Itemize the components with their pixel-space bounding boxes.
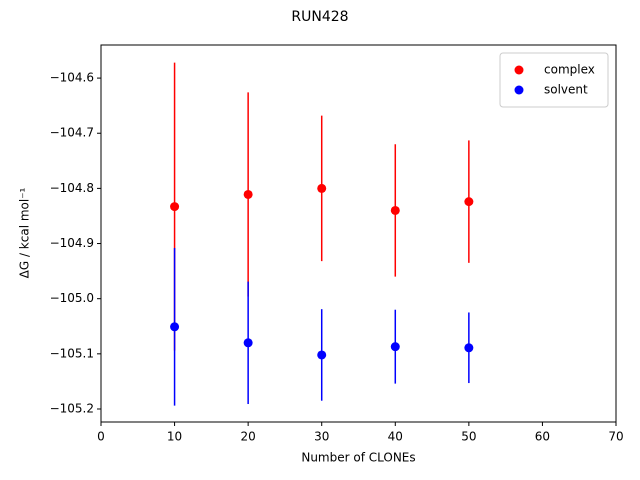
point — [317, 183, 327, 193]
point — [464, 343, 474, 353]
y-tick-label: −105.0 — [50, 291, 94, 305]
y-tick-label: −104.8 — [50, 181, 94, 195]
x-tick-label: 50 — [461, 430, 476, 444]
y-tick-label: −105.2 — [50, 401, 94, 415]
point — [317, 350, 327, 360]
point — [170, 202, 180, 212]
point — [464, 197, 474, 207]
chart-title: RUN428 — [291, 9, 348, 25]
legend-box — [499, 52, 609, 108]
x-tick-label: 10 — [167, 430, 182, 444]
x-tick-label: 30 — [314, 430, 329, 444]
plot-frame — [100, 44, 617, 423]
legend-label: complex — [544, 63, 595, 77]
point — [170, 322, 180, 332]
x-axis-label: Number of CLONEs — [301, 451, 415, 465]
y-tick-label: −104.9 — [50, 236, 94, 250]
x-tick-label: 60 — [535, 430, 550, 444]
legend-label: solvent — [544, 83, 588, 97]
point — [390, 205, 400, 215]
point — [390, 342, 400, 352]
y-tick-label: −105.1 — [50, 346, 94, 360]
x-tick-label: 20 — [241, 430, 256, 444]
x-tick-label: 0 — [97, 430, 105, 444]
y-axis-label: ΔG / kcal mol⁻¹ — [18, 187, 32, 278]
legend-marker — [514, 65, 524, 75]
y-tick-label: −104.7 — [50, 126, 94, 140]
point — [243, 189, 253, 199]
x-tick-label: 70 — [608, 430, 623, 444]
x-tick-label: 40 — [388, 430, 403, 444]
point — [243, 338, 253, 348]
legend-marker — [514, 85, 524, 95]
y-tick-label: −104.6 — [50, 71, 94, 85]
